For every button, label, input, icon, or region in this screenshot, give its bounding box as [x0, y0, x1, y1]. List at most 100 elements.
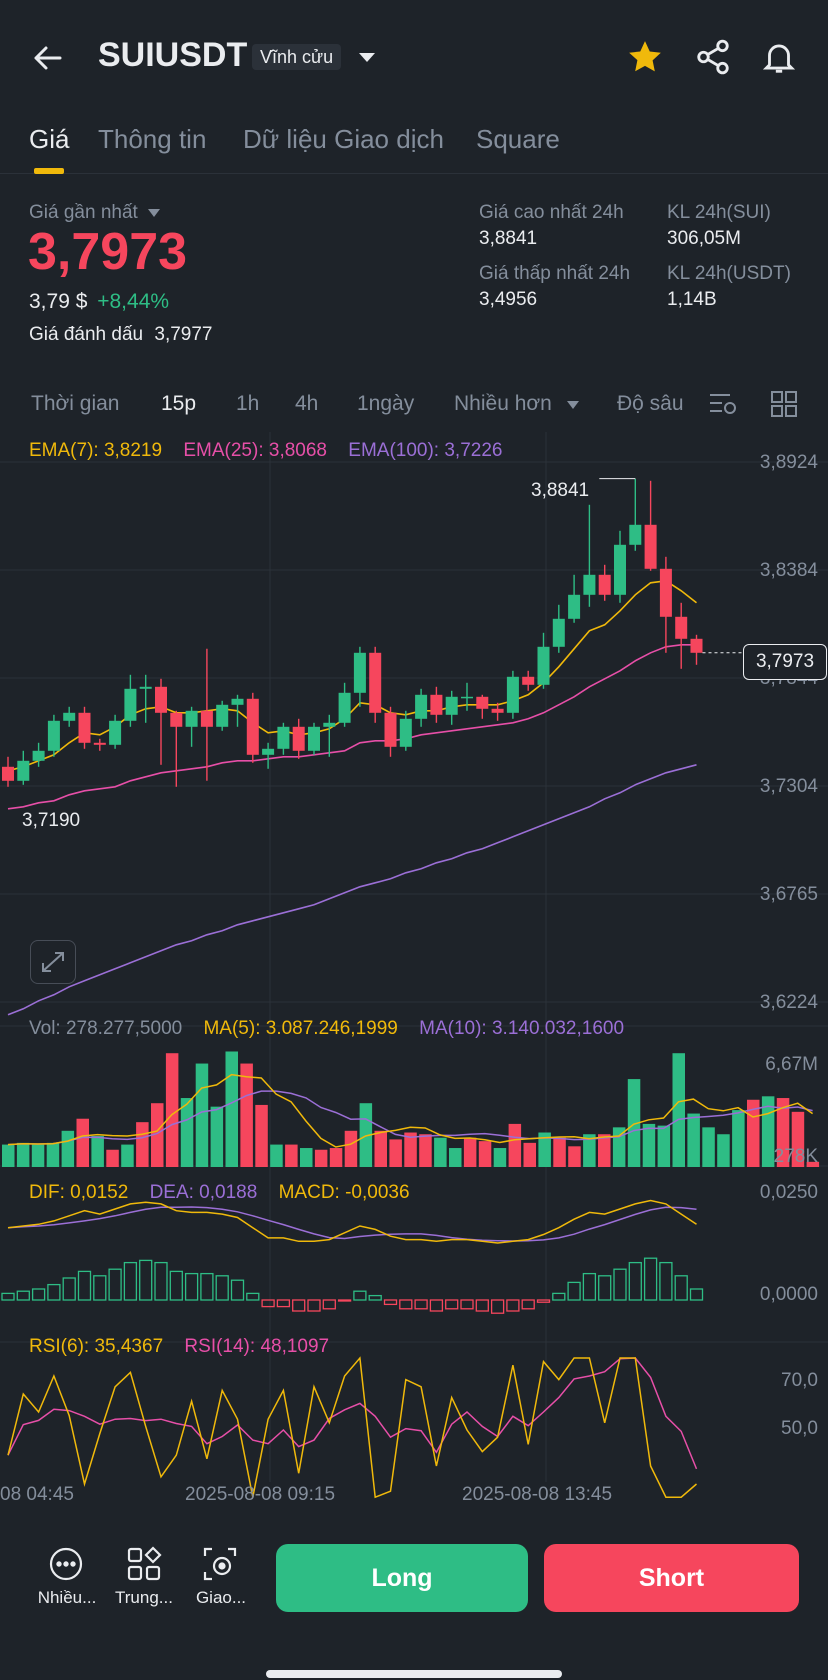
ema25-label: EMA(25): 3,8068 — [183, 440, 327, 461]
volume-bar — [776, 1098, 790, 1167]
volume-bar — [806, 1161, 820, 1167]
ema25-line — [7, 644, 697, 810]
dif-line — [7, 1199, 697, 1244]
price-usd: 3,79 $ — [29, 290, 88, 313]
expand-chart-button[interactable] — [30, 940, 76, 984]
volume-bar — [732, 1110, 745, 1167]
rsi-axis-70: 70,0 — [781, 1370, 818, 1391]
candle-body — [506, 676, 519, 713]
candle-body — [63, 712, 76, 721]
back-button[interactable] — [30, 40, 66, 76]
notification-button[interactable] — [760, 38, 798, 76]
volume-bar — [598, 1134, 611, 1167]
macd-hist-bar — [475, 1299, 489, 1312]
tf-15m[interactable]: 15p — [161, 392, 197, 415]
center-icon-wrap[interactable] — [126, 1546, 166, 1586]
vol-ma5-label: MA(5): 3.087.246,1999 — [203, 1018, 398, 1039]
tf-time[interactable]: Thời gian — [31, 392, 120, 415]
volume-bar — [523, 1142, 536, 1167]
macd-hist-bar — [506, 1299, 520, 1312]
volume-bar — [553, 1137, 566, 1167]
tf-more-label: Nhiều hơn — [454, 392, 552, 415]
vol-sui-value: 306,05M — [667, 228, 741, 249]
indicator-settings-button[interactable] — [708, 390, 738, 418]
macd-hist-bar — [689, 1288, 704, 1301]
tf-depth[interactable]: Độ sâu — [617, 392, 684, 415]
volume-bar — [657, 1125, 671, 1167]
tf-4h[interactable]: 4h — [295, 392, 319, 415]
volume-bar — [314, 1149, 328, 1167]
candle-body — [491, 708, 504, 713]
tab-info[interactable]: Thông tin — [98, 124, 207, 154]
short-button[interactable]: Short — [544, 1544, 799, 1612]
candle-body — [216, 704, 229, 727]
volume-bar — [493, 1148, 507, 1167]
caret-down-icon — [148, 209, 161, 217]
candle-body — [568, 594, 581, 619]
macd-hist-bar — [322, 1299, 336, 1310]
macd-hist-bar — [77, 1270, 92, 1301]
candle-body — [231, 698, 244, 705]
price-chart[interactable] — [0, 432, 828, 1512]
long-button[interactable]: Long — [276, 1544, 528, 1612]
layout-grid-button[interactable] — [770, 390, 798, 418]
volume-bar — [255, 1104, 268, 1167]
share-button[interactable] — [694, 38, 732, 76]
rsi14-line — [7, 1357, 698, 1470]
tf-more[interactable]: Nhiều hơn — [454, 392, 580, 416]
candle-body — [476, 696, 489, 709]
candle-body — [170, 712, 183, 727]
volume-bar — [285, 1144, 298, 1167]
symbol-dropdown[interactable] — [356, 48, 378, 66]
candle-body — [384, 712, 397, 747]
volume-bar — [583, 1134, 596, 1167]
home-indicator — [266, 1670, 562, 1678]
volume-bar — [463, 1137, 477, 1167]
nav-more[interactable]: Nhiều... — [37, 1588, 97, 1607]
favorite-button[interactable] — [626, 38, 664, 76]
rsi-axis-50: 50,0 — [781, 1418, 818, 1439]
candle-body — [124, 688, 137, 721]
last-price-label[interactable]: Giá gần nhất — [29, 202, 161, 224]
trade-icon-wrap[interactable] — [202, 1546, 242, 1586]
more-icon-wrap[interactable] — [48, 1546, 88, 1586]
candle-body — [308, 726, 320, 751]
candle-body — [246, 698, 259, 755]
macd-hist-bar — [169, 1270, 183, 1301]
rsi-legend: RSI(6): 35,4367 RSI(14): 48,1097 — [29, 1336, 329, 1358]
rsi14-label: RSI(14): 48,1097 — [184, 1336, 330, 1357]
macd-hist-bar — [108, 1268, 122, 1301]
macd-legend: DIF: 0,0152 DEA: 0,0188 MACD: -0,0036 — [29, 1182, 410, 1204]
macd-hist-bar — [123, 1261, 138, 1301]
volume-bar — [672, 1053, 685, 1167]
volume-bar — [627, 1079, 641, 1167]
candle-body — [200, 710, 213, 727]
candle-body — [139, 686, 152, 689]
macd-hist-bar — [429, 1299, 444, 1312]
volume-bar — [76, 1118, 89, 1167]
caret-down-icon — [566, 401, 579, 409]
volume-bar — [31, 1144, 45, 1167]
tf-1d[interactable]: 1ngày — [357, 392, 415, 415]
tab-trading-data[interactable]: Dữ liệu Giao dịch — [243, 124, 444, 154]
tab-price[interactable]: Giá — [29, 124, 70, 154]
symbol-title[interactable]: SUIUSDT — [98, 36, 248, 74]
macd-hist-bar — [1, 1292, 15, 1301]
macd-hist-bar — [230, 1279, 245, 1301]
tf-1h[interactable]: 1h — [236, 392, 260, 415]
price-usd-change: 3,79 $ +8,44% — [29, 290, 169, 314]
nav-trade[interactable]: Giao... — [195, 1588, 247, 1607]
mark-price-row: Giá đánh dấu 3,7977 — [29, 324, 213, 346]
tab-square[interactable]: Square — [476, 124, 560, 154]
macd-hist-bar — [292, 1299, 306, 1312]
vol-axis-bottom: 278K — [773, 1146, 818, 1167]
candle-body — [2, 766, 14, 781]
grid-icon — [771, 391, 797, 417]
macd-hist-bar — [139, 1259, 153, 1301]
time-axis-label: 2025-08-08 13:45 — [462, 1484, 613, 1505]
volume-bar — [180, 1098, 194, 1167]
price-axis-label: 3,6765 — [759, 884, 818, 905]
volume-bar — [687, 1113, 700, 1167]
price-axis-label: 3,8924 — [759, 452, 818, 473]
nav-center[interactable]: Trung... — [115, 1588, 173, 1607]
